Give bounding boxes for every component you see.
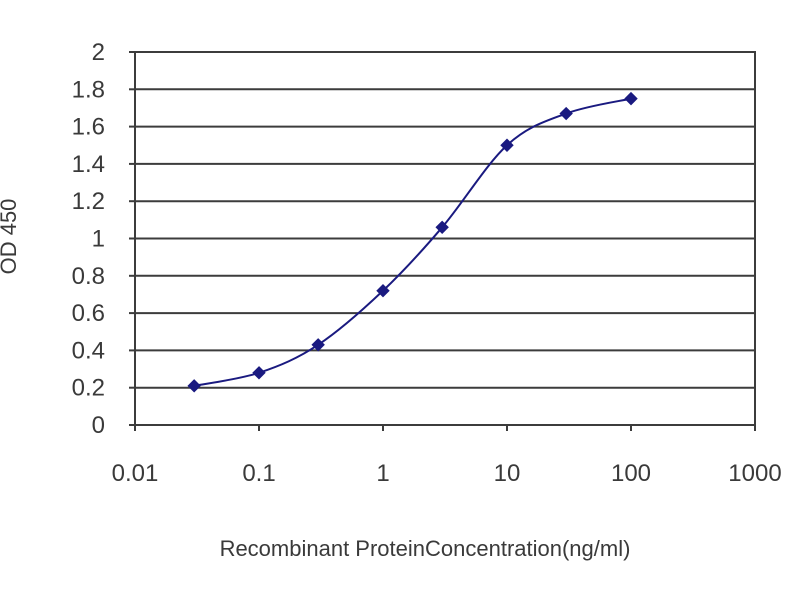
y-tick-label: 0 [92, 412, 105, 439]
y-tick-label: 0.6 [72, 300, 105, 327]
y-tick-label: 1.6 [72, 114, 105, 141]
data-markers [187, 91, 638, 393]
data-point-marker [435, 220, 449, 235]
data-point-marker [500, 138, 514, 152]
x-tick-label: 0.01 [112, 460, 159, 487]
y-axis-ticks: 0 0.2 0.4 0.6 0.8 1 1.2 1.4 1.6 1.8 2 [72, 39, 135, 439]
x-tick-label: 0.1 [242, 460, 275, 487]
data-point-marker [559, 106, 573, 121]
data-point-marker [624, 91, 638, 106]
x-tick-label: 100 [611, 460, 651, 487]
x-tick-label: 10 [494, 460, 521, 487]
x-tick-label: 1 [376, 460, 389, 487]
grid-lines [135, 88, 755, 389]
y-tick-label: 1.8 [72, 76, 105, 103]
x-axis-ticks: 0.01 0.1 1 10 100 1000 [112, 425, 782, 487]
y-axis-title: OD 450 [0, 199, 21, 275]
y-tick-label: 0.2 [72, 375, 105, 402]
x-tick-label: 1000 [728, 460, 781, 487]
data-point-marker [252, 366, 266, 380]
data-point-marker [376, 284, 390, 298]
data-point-marker [311, 338, 325, 352]
y-tick-label: 1 [92, 226, 105, 253]
y-tick-label: 1.2 [72, 188, 105, 215]
x-axis-title: Recombinant ProteinConcentration(ng/ml) [220, 536, 631, 561]
data-point-marker [187, 379, 201, 393]
y-tick-label: 0.8 [72, 263, 105, 290]
y-tick-label: 1.4 [72, 151, 105, 178]
y-tick-label: 2 [92, 39, 105, 66]
series-line [193, 97, 632, 387]
y-tick-label: 0.4 [72, 337, 105, 364]
